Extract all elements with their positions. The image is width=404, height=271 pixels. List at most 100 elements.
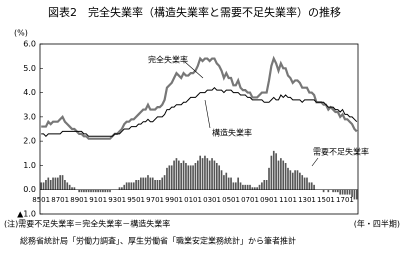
- bar: [246, 184, 249, 190]
- bar: [99, 189, 102, 193]
- bar: [256, 187, 258, 190]
- bar: [151, 177, 154, 190]
- bar: [251, 187, 254, 190]
- bar: [125, 182, 128, 190]
- bar: [289, 170, 292, 190]
- bar: [351, 189, 353, 197]
- bar: [192, 165, 194, 190]
- bar: [327, 189, 330, 193]
- bar: [249, 184, 251, 190]
- bar: [341, 189, 344, 195]
- bar: [270, 155, 273, 190]
- x-tick-label: 9301: [108, 196, 126, 204]
- bar: [54, 177, 57, 190]
- bar: [64, 180, 66, 190]
- bar: [263, 180, 266, 190]
- x-tick-label: 9701: [146, 196, 164, 204]
- x-tick-label: 1301: [298, 196, 316, 204]
- bar: [135, 180, 137, 190]
- bar: [83, 189, 85, 193]
- bar: [128, 182, 130, 190]
- bar: [218, 165, 221, 190]
- chart-title: 図表2 完全失業率（構造失業率と需要不足失業率）の推移: [48, 5, 341, 19]
- line: [41, 86, 358, 138]
- bar: [201, 158, 204, 190]
- bar: [182, 160, 185, 190]
- bar: [204, 155, 206, 190]
- bar: [163, 175, 166, 190]
- bar: [56, 177, 59, 190]
- bar: [187, 165, 190, 190]
- bar: [234, 182, 237, 190]
- bar: [49, 180, 52, 190]
- bar: [272, 150, 275, 190]
- bar: [97, 189, 99, 193]
- bar: [332, 189, 334, 193]
- y-tick-label: 3.0: [23, 112, 36, 121]
- x-tick-label: 9901: [165, 196, 183, 204]
- bar: [140, 177, 142, 190]
- bar: [230, 177, 232, 190]
- bar: [208, 160, 211, 190]
- x-tick-label: 1101: [279, 196, 297, 204]
- bar: [168, 165, 171, 190]
- bar: [301, 175, 304, 190]
- bar: [227, 177, 230, 190]
- bar: [161, 177, 164, 190]
- bar: [45, 180, 47, 190]
- bar: [175, 158, 178, 190]
- y-tick-label: 5.0: [23, 64, 36, 73]
- bar: [144, 177, 147, 190]
- bar: [147, 175, 149, 190]
- bar: [159, 180, 161, 190]
- bar: [194, 163, 197, 190]
- y-tick-label: 4.0: [23, 88, 36, 97]
- bar: [206, 158, 209, 190]
- series-label: 完全失業率: [148, 55, 188, 65]
- x-unit: (年・四半期): [354, 219, 400, 229]
- bar: [339, 189, 342, 195]
- bar: [52, 177, 54, 190]
- bar: [258, 184, 261, 190]
- bar: [102, 189, 104, 193]
- y-tick-label: ▲1.0: [17, 210, 36, 219]
- bar: [322, 189, 325, 193]
- bar: [296, 170, 299, 190]
- bar: [348, 189, 351, 195]
- bar: [121, 187, 123, 190]
- bar: [275, 153, 277, 190]
- bar: [185, 163, 187, 190]
- bar: [137, 180, 140, 190]
- bar: [211, 158, 213, 190]
- source: 総務省統計局「労働力調査」、厚生労働省「職業安定業務統計」から筆者推計: [20, 236, 296, 246]
- bar: [66, 182, 69, 190]
- bar: [61, 175, 64, 190]
- bar: [346, 189, 349, 195]
- note: (注)需要不足失業率＝完全失業率－構造失業率: [4, 219, 170, 229]
- bar: [215, 163, 218, 190]
- bar: [265, 180, 268, 190]
- x-tick-label: 1701: [336, 196, 354, 204]
- x-tick-label: 0101: [184, 196, 202, 204]
- bar: [85, 189, 88, 193]
- bar: [268, 167, 270, 190]
- bar: [59, 175, 62, 190]
- y-tick-label: 2.0: [23, 137, 36, 146]
- bar: [68, 184, 71, 190]
- bar: [237, 177, 239, 190]
- bar: [199, 155, 202, 190]
- bar: [90, 189, 92, 193]
- bar: [299, 172, 301, 190]
- label-leader: [311, 157, 319, 167]
- bar: [106, 189, 109, 193]
- bar: [334, 189, 337, 193]
- bar: [42, 182, 45, 190]
- x-tick-label: 9501: [127, 196, 145, 204]
- bar: [78, 189, 80, 193]
- bar: [142, 177, 145, 190]
- bar: [306, 177, 308, 190]
- x-tick-label: 0701: [241, 196, 259, 204]
- bar: [244, 184, 247, 190]
- bar: [177, 160, 180, 190]
- x-tick-label: 0301: [203, 196, 221, 204]
